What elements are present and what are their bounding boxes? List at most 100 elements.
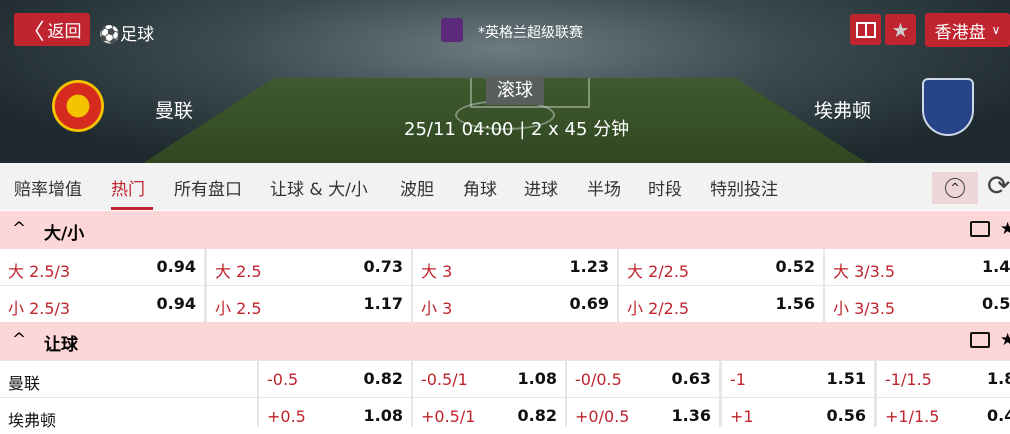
tab-popular[interactable]: 热门 (111, 180, 145, 200)
tab-correct-score[interactable]: 波胆 (400, 180, 434, 200)
odds-cell[interactable]: -0.5/1 1.08 (413, 361, 565, 397)
odds-price: 1.4 (982, 257, 1010, 276)
odds-price: 1.23 (569, 257, 609, 276)
tab-half[interactable]: 半场 (587, 180, 621, 200)
sport-label[interactable]: ⚽足球 (99, 20, 154, 45)
odds-line: 大 2/2.5 (627, 262, 690, 281)
pin-icon[interactable]: ★ (1000, 330, 1010, 350)
tab-all-markets[interactable]: 所有盘口 (174, 180, 242, 200)
odds-line: -0.5/1 (421, 370, 468, 389)
tab-corners[interactable]: 角球 (463, 180, 497, 200)
odds-line: 小 2/2.5 (627, 299, 690, 318)
odds-cell[interactable]: 大 2.5 0.73 (207, 249, 411, 285)
section-handicap[interactable]: ^ 让球 ★ (0, 322, 1010, 360)
chevron-left-icon: 〈 (22, 19, 45, 45)
chevron-down-icon: ∨ (991, 23, 1001, 37)
odds-cell[interactable]: 小 3 0.69 (413, 286, 617, 322)
soccer-ball-icon: ⚽ (99, 25, 121, 45)
odds-cell[interactable]: +0.5/1 0.82 (413, 398, 565, 434)
odds-line: -1 (730, 370, 746, 389)
odds-line: 大 3 (421, 262, 453, 281)
pin-icon[interactable]: ★ (1000, 219, 1010, 239)
odds-line: +0/0.5 (575, 407, 630, 426)
odds-line: +0.5/1 (421, 407, 476, 426)
tab-period[interactable]: 时段 (648, 180, 682, 200)
odds-price: 1.17 (363, 294, 403, 313)
league-name: *英格兰超级联赛 (478, 25, 583, 41)
match-header: 〈返回 ⚽足球 *英格兰超级联赛 ★ 香港盘 ∨ 曼联 滚球 25/11 04:0… (0, 0, 1010, 163)
odds-cell[interactable]: +0.5 1.08 (259, 398, 411, 434)
odds-cell[interactable]: -0.5 0.82 (259, 361, 411, 397)
team-cell: 埃弗顿 (0, 398, 257, 434)
away-team-name: 埃弗顿 (814, 100, 872, 122)
odds-line: 小 2.5/3 (8, 299, 71, 318)
tab-odds-boost[interactable]: 赔率增值 (14, 180, 82, 200)
collapse-all-button[interactable]: ^ (932, 172, 978, 204)
active-tab-indicator (111, 207, 153, 210)
match-duration: 2 x 45 分钟 (530, 119, 630, 140)
odds-cell[interactable]: -0/0.5 0.63 (567, 361, 719, 397)
odds-line: -1/1.5 (885, 370, 932, 389)
odds-price: 0.73 (363, 257, 403, 276)
odds-line: 小 2.5 (215, 299, 262, 318)
odds-price: 1.51 (826, 369, 866, 388)
odds-line: 小 3/3.5 (833, 299, 896, 318)
home-team-logo (52, 80, 104, 132)
odds-cell[interactable]: +0/0.5 1.36 (567, 398, 719, 434)
odds-type-dropdown[interactable]: 香港盘 ∨ (925, 13, 1010, 47)
odds-cell[interactable]: -1/1.5 1.8 (877, 361, 1010, 397)
odds-price: 1.08 (517, 369, 557, 388)
odds-cell[interactable]: -1 1.51 (722, 361, 874, 397)
odds-price: 0.69 (569, 294, 609, 313)
team-name: 曼联 (8, 374, 41, 393)
star-icon: ★ (891, 17, 910, 42)
odds-cell[interactable]: +1 0.56 (722, 398, 874, 434)
odds-price: 1.08 (363, 406, 403, 425)
match-time: 25/11 04:00 | 2 x 45 分钟 (404, 119, 630, 140)
refresh-icon[interactable]: ⟳ (987, 169, 1010, 202)
pitch-view-button[interactable] (850, 14, 881, 45)
section-title: 让球 (44, 335, 78, 355)
chevron-up-icon: ^ (12, 330, 27, 350)
odds-price: 1.56 (775, 294, 815, 313)
odds-line: 大 3/3.5 (833, 262, 896, 281)
tab-goals[interactable]: 进球 (524, 180, 558, 200)
market-tabs: 赔率增值 热门 所有盘口 让球 & 大/小 波胆 角球 进球 半场 时段 特别投… (0, 163, 1010, 210)
odds-cell[interactable]: 大 2/2.5 0.52 (619, 249, 823, 285)
pitch-icon (855, 21, 876, 38)
odds-price: 0.82 (517, 406, 557, 425)
tab-handicap-ou[interactable]: 让球 & 大/小 (270, 180, 368, 200)
odds-price: 0.52 (775, 257, 815, 276)
odds-cell[interactable]: 大 3/3.5 1.4 (825, 249, 1010, 285)
odds-line: +1 (730, 407, 754, 426)
odds-type-label: 香港盘 (934, 22, 986, 43)
odds-price: 0.4 (987, 406, 1010, 425)
odds-cell[interactable]: +1/1.5 0.4 (877, 398, 1010, 434)
stats-icon[interactable] (970, 221, 990, 237)
odds-line: -0.5 (267, 370, 299, 389)
favorite-button[interactable]: ★ (885, 14, 916, 45)
odds-line: 大 2.5 (215, 262, 262, 281)
live-status-badge: 滚球 (486, 76, 544, 105)
odds-price: 0.63 (671, 369, 711, 388)
stats-icon[interactable] (970, 332, 990, 348)
odds-cell[interactable]: 小 2.5/3 0.94 (0, 286, 204, 322)
odds-line: +1/1.5 (885, 407, 940, 426)
odds-line: 大 2.5/3 (8, 262, 71, 281)
odds-cell[interactable]: 大 3 1.23 (413, 249, 617, 285)
odds-cell[interactable]: 小 2/2.5 1.56 (619, 286, 823, 322)
premier-league-logo (441, 18, 463, 42)
team-name: 埃弗顿 (8, 411, 57, 430)
back-button[interactable]: 〈返回 (14, 13, 90, 46)
odds-price: 0.56 (826, 406, 866, 425)
away-team-logo (922, 78, 974, 136)
odds-cell[interactable]: 大 2.5/3 0.94 (0, 249, 204, 285)
tab-specials[interactable]: 特别投注 (710, 180, 778, 200)
odds-price: 0.82 (363, 369, 403, 388)
section-title: 大/小 (44, 224, 85, 244)
odds-cell[interactable]: 小 2.5 1.17 (207, 286, 411, 322)
odds-line: 小 3 (421, 299, 453, 318)
kickoff-datetime: 25/11 04:00 (404, 119, 514, 140)
odds-cell[interactable]: 小 3/3.5 0.5 (825, 286, 1010, 322)
section-over-under[interactable]: ^ 大/小 ★ (0, 211, 1010, 249)
